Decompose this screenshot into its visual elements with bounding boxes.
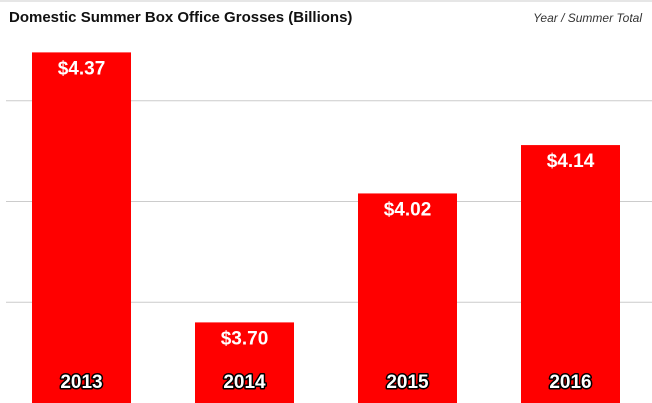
category-label-2013: 2013 [60, 372, 102, 393]
category-label-2015: 2015 [386, 372, 429, 393]
category-label-2016: 2016 [549, 372, 591, 393]
chart-subtitle: Year / Summer Total [533, 11, 642, 25]
data-label-2015: $4.02 [384, 199, 432, 220]
chart-title: Domestic Summer Box Office Grosses (Bill… [9, 9, 353, 26]
bar-2016 [521, 145, 620, 403]
data-label-2014: $3.70 [221, 328, 269, 349]
bar-2013 [32, 52, 131, 403]
bar-2014 [195, 322, 294, 403]
category-label-2014: 2014 [223, 372, 266, 393]
bar-2015 [358, 193, 457, 403]
data-label-2016: $4.14 [547, 151, 595, 172]
data-label-2013: $4.37 [58, 58, 106, 79]
